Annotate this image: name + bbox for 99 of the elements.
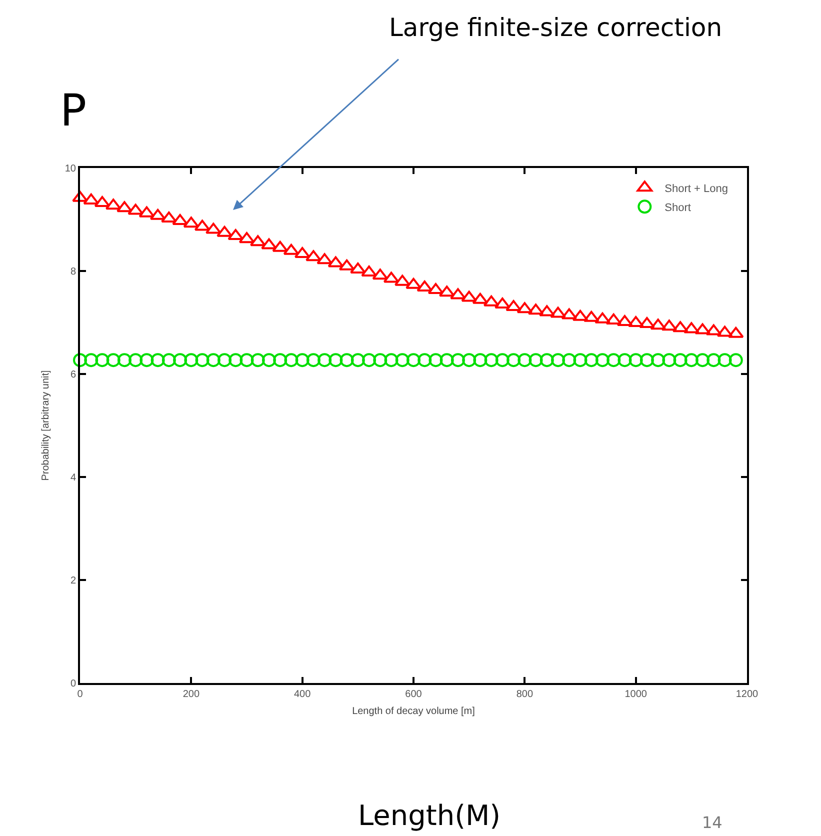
point xyxy=(684,353,698,368)
chart-title: P xyxy=(60,85,87,136)
point xyxy=(350,353,365,368)
point xyxy=(606,353,621,368)
x-axis-title: Length of decay volume [m] xyxy=(352,706,476,717)
text: 14 xyxy=(702,813,722,832)
x-tick-label: 1000 xyxy=(624,689,648,700)
point xyxy=(640,353,654,368)
point xyxy=(594,312,610,324)
point xyxy=(306,353,320,368)
legend-label: Short xyxy=(664,202,691,214)
point xyxy=(284,353,298,368)
point xyxy=(562,353,576,368)
point xyxy=(362,353,376,368)
point xyxy=(628,353,643,368)
point xyxy=(206,353,220,368)
point xyxy=(240,353,254,368)
point xyxy=(318,353,332,368)
point xyxy=(639,317,655,328)
point xyxy=(694,323,710,334)
point xyxy=(573,353,588,368)
y-tick-label: 6 xyxy=(70,370,76,380)
legend-label: Short + Long xyxy=(664,182,728,195)
text: Length(M) xyxy=(358,799,501,832)
point xyxy=(216,226,232,237)
y-tick-label: 10 xyxy=(64,164,76,174)
point xyxy=(484,353,498,368)
point xyxy=(106,353,120,368)
point xyxy=(650,318,666,330)
point xyxy=(184,353,198,368)
point xyxy=(696,353,710,368)
point xyxy=(673,353,688,368)
text: Large finite-size correction xyxy=(389,13,722,42)
y-tick-label: 4 xyxy=(70,472,76,484)
point xyxy=(651,353,666,368)
y-tick-label: 8 xyxy=(70,266,76,278)
point xyxy=(316,253,332,264)
point xyxy=(551,353,566,368)
y-tick-label: 0 xyxy=(70,678,76,690)
point xyxy=(161,211,177,222)
point xyxy=(550,306,566,318)
y-tick-label: 2 xyxy=(70,576,76,586)
point xyxy=(506,353,521,368)
point xyxy=(84,353,98,368)
point xyxy=(261,238,277,250)
point xyxy=(584,353,598,368)
x-tick-label: 800 xyxy=(516,689,534,700)
point xyxy=(250,353,265,368)
point xyxy=(172,214,188,226)
point xyxy=(173,353,188,368)
point xyxy=(728,353,743,368)
point xyxy=(494,297,510,308)
point xyxy=(328,353,343,368)
point xyxy=(462,353,476,368)
point xyxy=(116,201,132,212)
point xyxy=(706,353,721,368)
point xyxy=(140,353,154,368)
x-tick-label: 1200 xyxy=(736,689,759,700)
point xyxy=(518,353,532,368)
point xyxy=(662,353,676,368)
point xyxy=(440,353,454,368)
x-tick-label: 600 xyxy=(405,689,422,700)
point xyxy=(295,353,310,368)
point xyxy=(218,353,232,368)
x-tick-label: 0 xyxy=(77,689,84,700)
point xyxy=(718,353,732,368)
point xyxy=(228,353,243,368)
point xyxy=(528,353,543,368)
point xyxy=(128,353,143,368)
point xyxy=(618,353,632,368)
point xyxy=(428,353,443,368)
point xyxy=(406,278,422,289)
point xyxy=(72,190,88,202)
point xyxy=(195,353,210,368)
point xyxy=(595,353,610,368)
point xyxy=(450,353,465,368)
point xyxy=(373,353,388,368)
point xyxy=(540,353,554,368)
point xyxy=(340,353,354,368)
y-axis-title: Probability [arbitrary unit] xyxy=(40,370,52,481)
x-tick-label: 200 xyxy=(182,689,200,700)
point xyxy=(473,353,488,368)
point xyxy=(117,353,132,368)
point xyxy=(273,353,288,368)
point xyxy=(95,353,110,368)
point xyxy=(73,353,87,368)
x-tick-label: 400 xyxy=(294,689,312,700)
point xyxy=(361,266,377,277)
point xyxy=(150,353,165,368)
point xyxy=(506,300,522,312)
point xyxy=(306,250,322,262)
point xyxy=(395,353,410,368)
point xyxy=(495,353,510,368)
point xyxy=(406,353,420,368)
point xyxy=(384,353,398,368)
point xyxy=(262,353,276,368)
point xyxy=(162,353,176,368)
point xyxy=(450,288,466,300)
point xyxy=(418,353,432,368)
